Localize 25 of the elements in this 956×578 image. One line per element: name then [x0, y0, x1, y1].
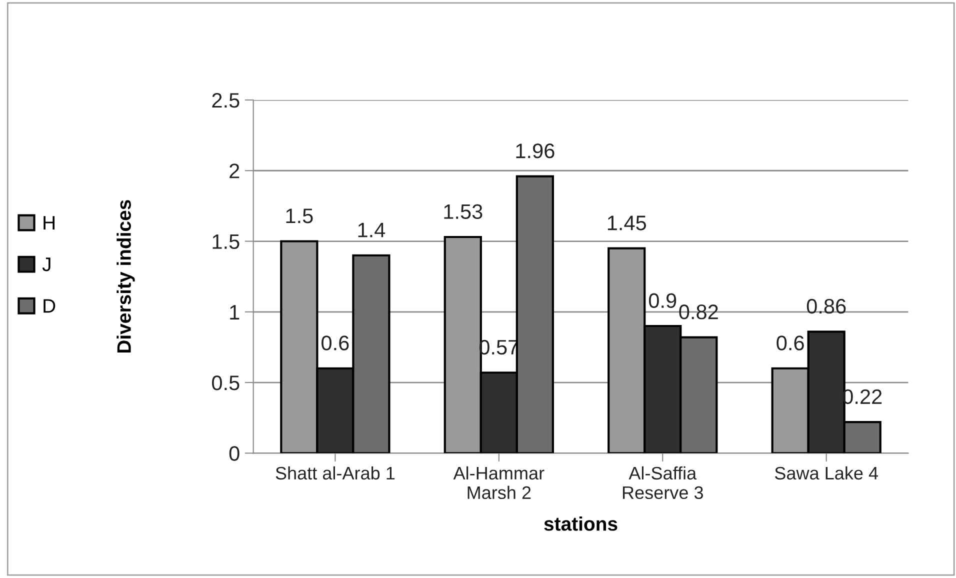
legend-label: J [42, 258, 50, 272]
y-tick-label: 2.5 [212, 92, 240, 108]
data-label: 1.5 [286, 208, 313, 224]
legend-label: H [44, 216, 55, 230]
legend-label: D [44, 299, 56, 313]
data-label: 1.45 [608, 216, 646, 230]
y-tick-label: 0 [229, 446, 240, 461]
data-label: 0.82 [679, 304, 718, 320]
x-tick-label: Shatt al-Arab 1 [276, 466, 395, 480]
y-tick-label: 0.5 [212, 376, 240, 390]
data-label: 1.53 [444, 204, 482, 220]
y-axis-title: Diversity indices [116, 200, 135, 353]
x-tick-label: Al-Hammar Marsh 2 [453, 466, 544, 500]
data-label: 1.4 [358, 222, 386, 238]
x-tick-label: Al-Saffia Reserve 3 [622, 466, 703, 500]
y-tick-label: 1 [230, 305, 240, 320]
data-label: 0.86 [806, 298, 846, 314]
x-axis-title: stations [544, 516, 618, 531]
data-label: 0.6 [322, 336, 349, 350]
y-tick-label: 1.5 [212, 234, 240, 250]
data-label: 0.9 [648, 293, 676, 308]
y-tick-label: 2 [230, 164, 240, 178]
data-label: 1.96 [516, 144, 554, 158]
x-tick-label: Sawa Lake 4 [774, 466, 878, 480]
data-label: 0.6 [776, 336, 804, 350]
